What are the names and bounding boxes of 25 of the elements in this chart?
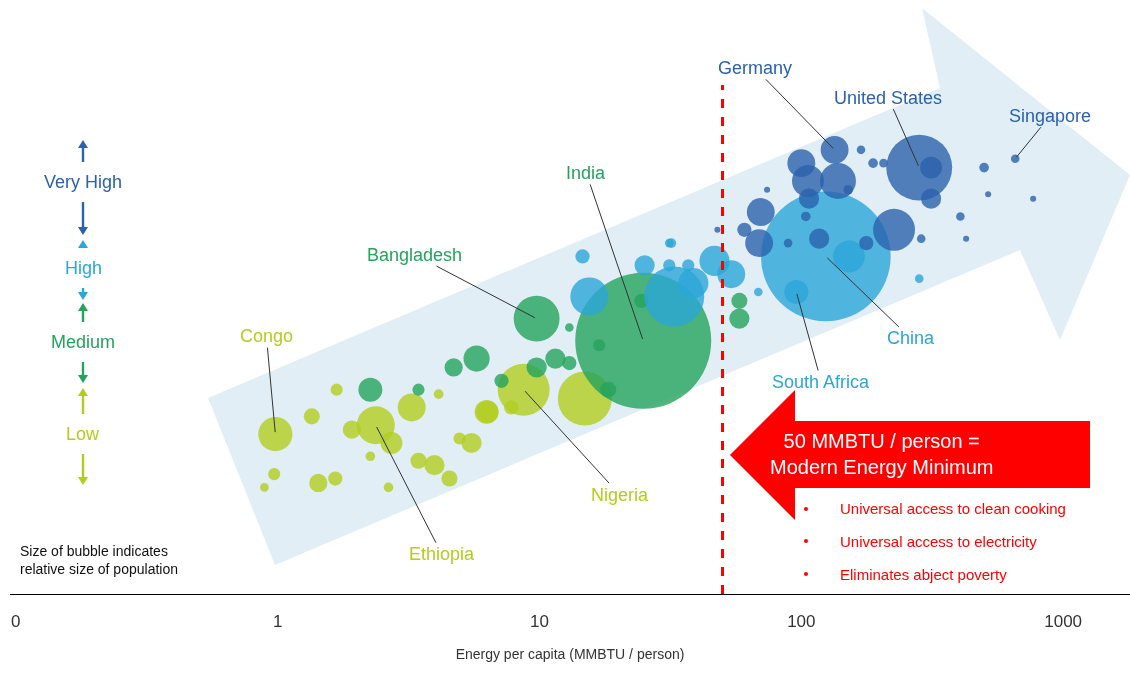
annotation: Nigeria [591, 485, 650, 505]
annotation: Congo [240, 326, 294, 346]
annotation: Universal access to clean cooking [840, 500, 1066, 517]
x-axis-title: Energy per capita (MMBTU / person) [455, 645, 685, 662]
annotation: Universal access to electricity [840, 533, 1038, 550]
x-tick-label: 10 [530, 612, 549, 632]
ref-line-label: 50 MMBTU / person = Modern Energy Minimum [770, 430, 994, 478]
annotation: Eliminates abject poverty [840, 566, 1008, 583]
legend-label: Medium [51, 332, 116, 352]
legend-label: Very High [44, 172, 123, 192]
annotation: Singapore [1009, 106, 1092, 126]
annotation: India [566, 163, 607, 183]
annotation: China [887, 328, 936, 348]
annotation: Size of bubble indicates relative size of population [20, 543, 178, 578]
annotation: Ethiopia [409, 544, 476, 564]
x-tick-label: 0 [11, 612, 21, 632]
x-tick-label: 100 [787, 612, 816, 632]
x-tick-label: 1 [272, 612, 283, 632]
annotation: Bangladesh [367, 245, 463, 265]
annotation: Germany [718, 58, 793, 78]
legend-label: Low [66, 424, 101, 444]
x-tick-label: 1000 [1044, 612, 1083, 632]
legend-label: High [65, 258, 103, 278]
annotation: United States [834, 88, 943, 108]
annotation: South Africa [772, 372, 871, 392]
